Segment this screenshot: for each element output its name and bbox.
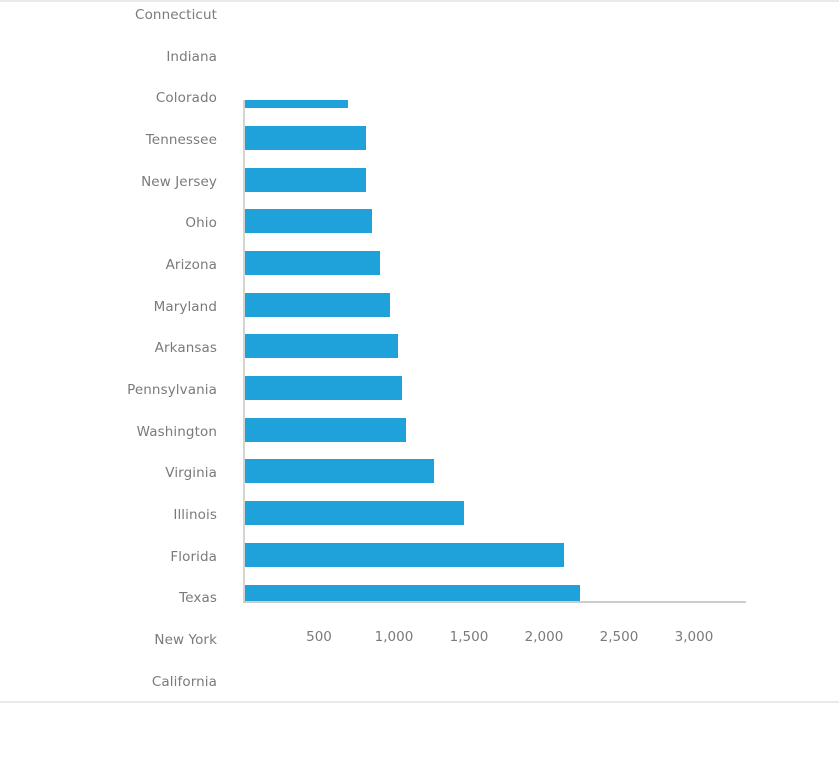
x-axis-line xyxy=(243,601,746,603)
bar-new-jersey[interactable] xyxy=(244,167,366,192)
bar-arizona[interactable] xyxy=(244,251,380,276)
y-axis-line xyxy=(243,100,245,602)
bar-tennessee[interactable] xyxy=(244,126,366,151)
bar-ohio[interactable] xyxy=(244,209,372,234)
bar-virginia[interactable] xyxy=(244,459,434,484)
horizontal-bar-chart: Connecticut Indiana Colorado Tennessee N… xyxy=(127,7,746,690)
category-label: Florida xyxy=(170,549,217,565)
category-label: Illinois xyxy=(173,507,217,523)
bar-florida[interactable] xyxy=(244,542,564,567)
category-label: Connecticut xyxy=(135,7,217,23)
bar-pennsylvania[interactable] xyxy=(244,376,402,401)
category-label: Tennessee xyxy=(145,132,217,148)
category-label: Washington xyxy=(136,424,217,440)
category-label: Pennsylvania xyxy=(127,382,217,398)
x-tick-label: 2,000 xyxy=(524,629,564,645)
category-label: Indiana xyxy=(166,49,217,65)
bar-washington[interactable] xyxy=(244,417,406,442)
bar-texas[interactable] xyxy=(244,584,580,602)
category-label: Colorado xyxy=(155,90,217,106)
category-label: Arkansas xyxy=(154,340,217,356)
category-label: California xyxy=(151,674,217,690)
category-label: Texas xyxy=(179,590,217,606)
top-divider xyxy=(0,0,839,2)
x-tick-label: 3,000 xyxy=(674,629,714,645)
plot-area xyxy=(244,100,746,602)
category-label: Arizona xyxy=(165,257,217,273)
x-tick-label: 1,500 xyxy=(449,629,489,645)
bar-colorado[interactable] xyxy=(244,100,348,109)
category-label: Maryland xyxy=(153,299,217,315)
category-label: Virginia xyxy=(165,465,217,481)
category-label: New Jersey xyxy=(141,174,217,190)
x-tick-label: 1,000 xyxy=(374,629,414,645)
x-tick-label: 500 xyxy=(306,629,332,645)
category-label: New York xyxy=(154,632,217,648)
bar-arkansas[interactable] xyxy=(244,334,398,359)
bar-illinois[interactable] xyxy=(244,501,464,526)
category-label: Ohio xyxy=(185,215,217,231)
x-tick-label: 2,500 xyxy=(599,629,639,645)
bar-maryland[interactable] xyxy=(244,292,390,317)
bottom-divider xyxy=(0,701,839,703)
